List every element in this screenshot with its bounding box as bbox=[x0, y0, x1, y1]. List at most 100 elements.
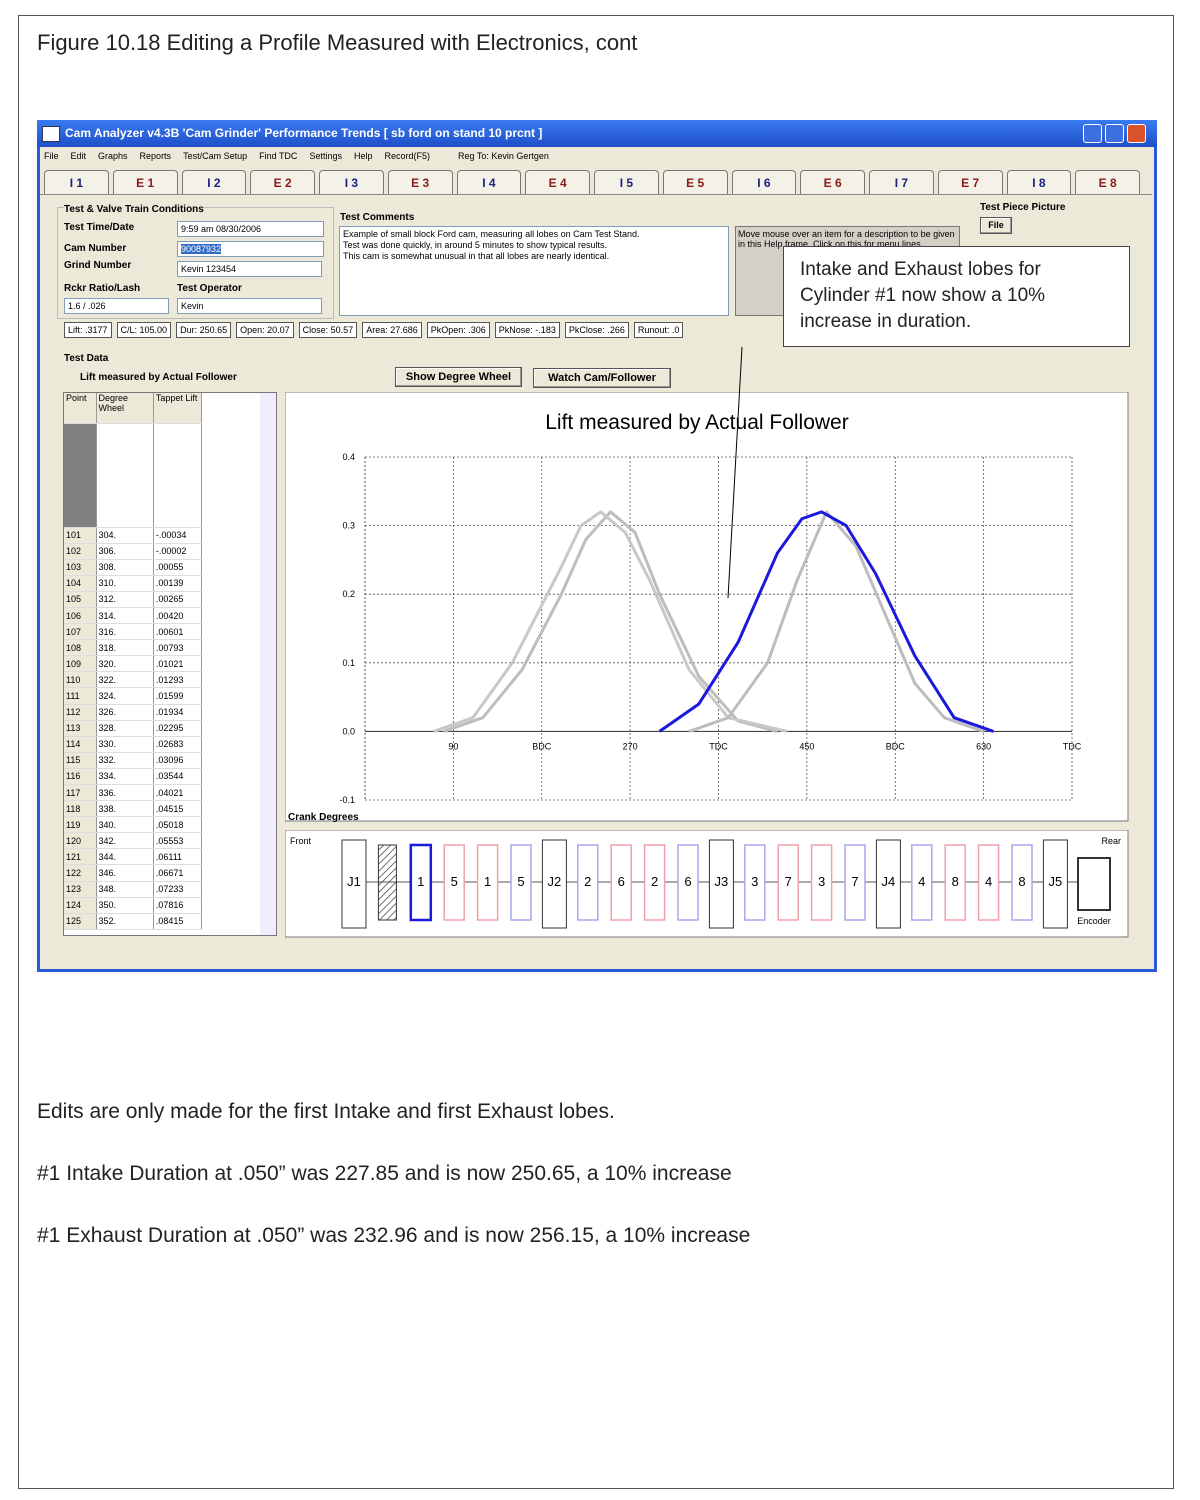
x-tick-label: BDC bbox=[532, 741, 552, 751]
tab[interactable]: E 5 bbox=[662, 170, 728, 194]
cell: 122 bbox=[64, 864, 97, 882]
menu-item[interactable]: Reports bbox=[139, 151, 172, 161]
rear-label: Rear bbox=[1101, 836, 1121, 846]
journal[interactable] bbox=[541, 839, 567, 929]
menu-item[interactable]: Record(F5) bbox=[384, 151, 430, 161]
tab[interactable]: E 3 bbox=[387, 170, 453, 194]
close-button[interactable] bbox=[1127, 124, 1146, 143]
lobe[interactable] bbox=[911, 844, 933, 921]
menu-item[interactable]: Settings bbox=[309, 151, 342, 161]
menu-item[interactable]: Find TDC bbox=[259, 151, 298, 161]
lobe[interactable] bbox=[810, 844, 833, 921]
menu-item[interactable]: Graphs bbox=[98, 151, 128, 161]
comments-box[interactable]: Example of small block Ford cam, measuri… bbox=[339, 226, 729, 316]
menu-item[interactable]: File bbox=[44, 151, 59, 161]
data-row: 110 322. .01293 bbox=[64, 671, 203, 689]
lobe[interactable] bbox=[944, 844, 966, 921]
lobe[interactable] bbox=[977, 844, 1000, 921]
menu-item[interactable]: Reg To: Kevin Gertgen bbox=[458, 151, 549, 161]
tab[interactable]: I 1 bbox=[44, 170, 109, 194]
tab[interactable]: I 6 bbox=[731, 170, 797, 194]
stat-box: PkClose: .266 bbox=[564, 322, 629, 338]
lobe[interactable] bbox=[777, 844, 799, 921]
tab[interactable]: E 1 bbox=[112, 170, 178, 194]
lobe[interactable] bbox=[643, 844, 666, 921]
lobe[interactable] bbox=[510, 844, 532, 921]
data-row: 104 310. .00139 bbox=[64, 575, 203, 592]
menu-bar: File Edit Graphs Reports Test/Cam Setup Find … bbox=[44, 151, 549, 165]
engine-label: 8 bbox=[952, 874, 959, 889]
data-row: 118 338. .04515 bbox=[64, 800, 203, 818]
time-input[interactable]: 9:59 am 08/30/2006 bbox=[177, 221, 324, 237]
engine-label: J3 bbox=[715, 874, 729, 889]
figure-title: Figure 10.18 Editing a Profile Measured … bbox=[37, 30, 638, 55]
cell: 114 bbox=[64, 736, 97, 753]
tab[interactable]: I 8 bbox=[1006, 170, 1072, 194]
tab[interactable]: I 5 bbox=[594, 170, 659, 194]
body-text: #1 Intake Duration at .050” was 227.85 a… bbox=[37, 1162, 732, 1185]
cell: 320. bbox=[96, 655, 154, 673]
ratio-input[interactable]: 1.6 / .026 bbox=[64, 298, 169, 314]
engine-label: 1 bbox=[484, 874, 491, 889]
journal[interactable] bbox=[341, 839, 367, 929]
lobe[interactable] bbox=[744, 844, 766, 921]
cell: 116 bbox=[64, 768, 97, 786]
tab[interactable]: E 8 bbox=[1075, 170, 1140, 194]
x-tick-label: 450 bbox=[799, 741, 814, 751]
stat-box: Runout: .0 bbox=[633, 322, 684, 338]
scrollbar[interactable] bbox=[260, 393, 276, 935]
field-label: Rckr Ratio/Lash bbox=[64, 283, 141, 294]
cell: 342. bbox=[96, 832, 154, 850]
menu-item[interactable]: Test/Cam Setup bbox=[183, 151, 248, 161]
journal[interactable] bbox=[1042, 839, 1068, 929]
tab[interactable]: E 6 bbox=[800, 170, 865, 194]
maximize-button[interactable] bbox=[1105, 124, 1124, 143]
tab[interactable]: E 2 bbox=[250, 170, 315, 194]
lobe[interactable] bbox=[443, 844, 465, 921]
minimize-button[interactable] bbox=[1083, 124, 1102, 143]
y-tick-label: 0.2 bbox=[342, 589, 355, 599]
cell: .02295 bbox=[153, 720, 203, 737]
cell: 304. bbox=[96, 527, 154, 544]
x-tick-label: 630 bbox=[976, 741, 991, 751]
lobe[interactable] bbox=[610, 844, 632, 921]
data-row: 108 318. .00793 bbox=[64, 639, 203, 657]
tab-panel bbox=[40, 194, 1152, 965]
watch-cam-button[interactable]: Watch Cam/Follower bbox=[533, 368, 671, 388]
tab[interactable]: E 7 bbox=[937, 170, 1003, 194]
x-tick-label: TDC bbox=[709, 741, 728, 751]
grind-combo[interactable]: Kevin 123454 bbox=[177, 261, 322, 277]
lobe[interactable] bbox=[677, 844, 699, 921]
menu-item[interactable]: Edit bbox=[70, 151, 87, 161]
lobe[interactable] bbox=[577, 844, 599, 921]
comment-line: Test was done quickly, in around 5 minut… bbox=[343, 240, 607, 250]
tab[interactable]: I 4 bbox=[456, 170, 522, 194]
tab[interactable]: I 7 bbox=[869, 170, 934, 194]
tab[interactable]: I 2 bbox=[181, 170, 247, 194]
lift-curve bbox=[688, 510, 985, 733]
tab[interactable]: E 4 bbox=[525, 170, 590, 194]
data-row: 103 308. .00055 bbox=[64, 559, 203, 576]
cell: .06111 bbox=[153, 848, 203, 866]
degree-wheel-button[interactable]: Show Degree Wheel bbox=[395, 367, 522, 387]
column-header: Point bbox=[64, 393, 97, 424]
lobe[interactable] bbox=[1011, 844, 1033, 921]
lobe[interactable] bbox=[476, 844, 499, 921]
cell: .00420 bbox=[153, 607, 203, 625]
menu-item[interactable]: Help bbox=[353, 151, 373, 161]
lobe[interactable] bbox=[409, 843, 433, 922]
lobe[interactable] bbox=[844, 844, 866, 921]
column-header: Degree Wheel bbox=[96, 393, 154, 424]
journal[interactable] bbox=[708, 839, 734, 929]
engine-label: 4 bbox=[918, 874, 925, 889]
cell: .03096 bbox=[153, 752, 203, 769]
comment-line: This cam is somewhat unusual in that all… bbox=[343, 251, 610, 261]
cell: 105 bbox=[64, 591, 97, 608]
operator-combo[interactable]: Kevin bbox=[177, 298, 322, 314]
journal[interactable] bbox=[875, 839, 901, 929]
encoder bbox=[1077, 857, 1111, 911]
cam-input[interactable]: 90087932 bbox=[177, 241, 324, 257]
file-button[interactable]: File bbox=[980, 217, 1012, 234]
tab[interactable]: I 3 bbox=[319, 170, 384, 194]
